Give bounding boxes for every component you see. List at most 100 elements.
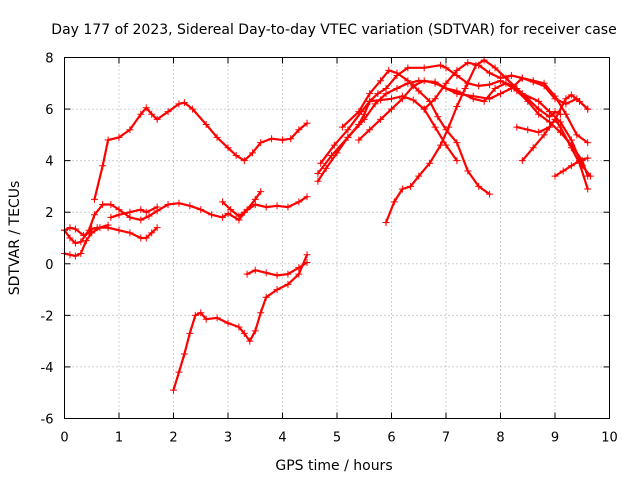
data-point — [409, 96, 417, 104]
data-point — [464, 167, 472, 175]
data-point — [251, 200, 259, 208]
data-point — [273, 271, 281, 279]
x-axis-label: GPS time / hours — [275, 458, 392, 474]
y-tick-label: -2 — [41, 309, 54, 324]
data-point — [407, 182, 415, 190]
data-point — [529, 144, 537, 152]
series-line — [521, 93, 589, 162]
axis-ticks: 0 1 2 3 4 5 6 7 8 9 10 -6 -4 -2 0 2 4 6 8 — [41, 52, 618, 446]
data-point — [491, 64, 499, 72]
data-point — [393, 69, 401, 77]
data-point — [475, 61, 483, 69]
data-point — [330, 141, 338, 149]
y-tick-label: 4 — [45, 155, 53, 170]
data-point — [355, 136, 363, 144]
data-point — [180, 99, 188, 107]
data-point — [284, 280, 292, 288]
data-point — [235, 323, 243, 331]
data-point — [497, 90, 504, 98]
chart-title: Day 177 of 2023, Sidereal Day-to-day VTE… — [51, 22, 616, 38]
data-point — [434, 113, 442, 121]
data-point — [486, 69, 494, 77]
data-point — [153, 224, 161, 232]
series-2 — [61, 224, 161, 242]
data-point — [115, 133, 123, 141]
data-point — [137, 206, 145, 214]
data-point — [202, 121, 210, 129]
x-tick-label: 10 — [601, 431, 618, 446]
data-point — [240, 329, 248, 337]
data-point — [99, 200, 107, 208]
data-point — [197, 309, 205, 317]
data-point — [82, 237, 90, 245]
data-point — [535, 105, 543, 113]
data-point — [355, 108, 363, 116]
data-point — [584, 105, 592, 113]
data-point — [567, 162, 575, 170]
data-point — [366, 126, 374, 134]
data-point — [303, 258, 311, 266]
data-point — [518, 74, 526, 82]
x-tick-label: 3 — [224, 431, 232, 446]
data-point — [551, 115, 559, 123]
data-point — [507, 72, 515, 80]
data-point — [314, 177, 322, 185]
data-point — [344, 133, 352, 141]
data-point — [249, 149, 257, 157]
data-point — [126, 229, 134, 237]
data-point — [453, 102, 461, 110]
data-point — [90, 195, 98, 203]
data-point — [480, 97, 488, 105]
data-point — [213, 314, 221, 322]
series-1 — [90, 99, 311, 203]
data-point — [77, 249, 85, 257]
data-point — [328, 151, 336, 159]
data-point — [90, 211, 98, 219]
data-point — [431, 95, 439, 103]
data-point — [382, 219, 390, 227]
data-point — [303, 251, 311, 259]
series-5 — [107, 203, 161, 221]
series-3 — [61, 188, 265, 247]
data-point — [464, 59, 472, 67]
data-point — [295, 270, 303, 278]
data-point — [273, 202, 281, 210]
data-series — [61, 56, 594, 394]
x-tick-label: 6 — [387, 431, 395, 446]
data-point — [284, 270, 292, 278]
series-8 — [219, 193, 311, 220]
data-point — [431, 123, 439, 131]
data-point — [66, 251, 74, 259]
y-tick-label: -6 — [41, 413, 54, 428]
data-point — [284, 203, 292, 211]
data-point — [415, 87, 423, 95]
series-line — [357, 79, 589, 178]
data-point — [382, 90, 390, 98]
data-point — [164, 200, 172, 208]
data-point — [486, 81, 494, 89]
data-point — [420, 105, 428, 113]
data-point — [491, 84, 499, 92]
data-point — [142, 234, 150, 242]
data-point — [137, 216, 145, 224]
y-tick-label: 0 — [45, 258, 53, 273]
data-point — [142, 104, 150, 112]
data-point — [431, 79, 439, 87]
data-point — [268, 135, 276, 143]
data-point — [562, 95, 570, 103]
series-line — [93, 101, 309, 201]
data-point — [437, 61, 445, 69]
data-point — [576, 97, 584, 105]
data-point — [240, 208, 248, 216]
data-point — [385, 66, 393, 74]
data-point — [518, 157, 526, 165]
x-tick-label: 2 — [169, 431, 177, 446]
data-point — [137, 110, 145, 118]
data-point — [475, 182, 483, 190]
data-point — [262, 203, 270, 211]
data-point — [393, 84, 401, 92]
grid-lines — [64, 57, 610, 419]
data-point — [104, 136, 112, 144]
data-point — [251, 327, 259, 335]
data-point — [303, 119, 311, 127]
